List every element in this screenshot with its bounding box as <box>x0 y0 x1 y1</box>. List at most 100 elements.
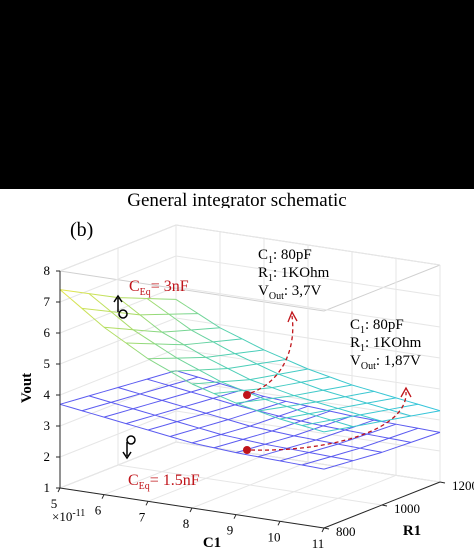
upper-surface-segment <box>268 369 279 374</box>
lower-surface-segment <box>147 379 158 382</box>
upper-surface-segment <box>367 400 382 403</box>
y-tick-label: 1200 <box>452 478 474 493</box>
ceq-label-lower: CEq= 1.5nF <box>128 472 200 492</box>
annotation-base: C <box>258 247 268 263</box>
lower-surface-segment <box>221 435 232 437</box>
x-tick-mark <box>322 528 324 532</box>
annotation-arrow <box>251 316 293 393</box>
lower-surface-segment <box>407 426 418 428</box>
upper-surface-segment <box>162 331 177 332</box>
annotation-line: R1: 1KOhm <box>258 265 330 284</box>
x-tick-mark <box>146 501 148 505</box>
lower-surface-segment <box>166 418 177 421</box>
lower-surface-segment <box>148 430 159 433</box>
lower-surface-segment <box>341 414 352 416</box>
upper-surface-segment <box>220 328 231 334</box>
lower-surface-segment <box>280 436 295 440</box>
upper-surface-segment <box>279 374 290 378</box>
lower-surface-segment <box>338 444 349 446</box>
lower-surface-segment <box>169 386 180 389</box>
lower-surface-segment <box>316 435 331 440</box>
annotation-rest: : 80pF <box>365 317 404 333</box>
lower-surface-segment <box>181 440 192 443</box>
lower-surface-segment <box>367 434 378 436</box>
upper-surface-segment <box>231 333 242 339</box>
lower-surface-segment <box>317 457 332 461</box>
lower-surface-segment <box>140 390 155 394</box>
lower-surface-segment <box>162 400 173 403</box>
upper-surface-segment <box>250 377 265 380</box>
lower-surface-segment <box>330 411 341 413</box>
lower-surface-segment <box>129 391 140 394</box>
upper-surface-segment <box>206 328 221 329</box>
upper-surface-segment <box>312 386 323 390</box>
upper-surface-segment <box>378 406 389 409</box>
upper-surface-segment <box>148 331 163 332</box>
x-tick-mark <box>234 515 236 519</box>
upper-surface-segment <box>280 419 291 422</box>
lower-surface-segment <box>147 375 162 379</box>
upper-surface-segment <box>353 403 368 406</box>
upper-surface-segment <box>286 359 297 364</box>
box-edge <box>324 265 440 311</box>
lower-surface-segment <box>283 433 294 435</box>
lower-surface-segment <box>100 399 111 402</box>
lower-surface-segment <box>254 442 265 444</box>
annotation-marker <box>243 391 251 399</box>
lower-surface-segment <box>104 417 115 420</box>
annotation-rest: : 80pF <box>273 247 312 263</box>
lower-surface-segment <box>213 398 224 401</box>
upper-surface-segment <box>360 412 375 415</box>
upper-surface-segment <box>93 318 104 327</box>
lower-surface-segment <box>320 455 331 457</box>
upper-surface-segment <box>301 382 312 386</box>
upper-surface-segment <box>319 373 330 377</box>
annotation-rest: = 3nF <box>151 278 189 295</box>
lower-surface-segment <box>214 420 229 424</box>
upper-surface-segment <box>214 392 229 393</box>
upper-surface-segment <box>180 322 191 330</box>
y-tick-mark <box>440 482 445 483</box>
lower-surface-segment <box>221 405 236 409</box>
x-tick-label: 10 <box>268 529 281 544</box>
upper-surface-segment <box>147 299 158 307</box>
upper-surface-segment <box>199 370 210 376</box>
lower-surface-segment <box>371 450 382 452</box>
upper-surface-segment <box>187 306 198 313</box>
lower-surface-segment <box>104 413 119 417</box>
y-tick-label: 1000 <box>394 501 420 516</box>
upper-surface-segment <box>221 381 236 382</box>
upper-surface-segment <box>341 381 352 385</box>
x-tick-mark <box>102 495 104 499</box>
upper-surface-segment <box>221 354 236 356</box>
lower-surface-segment <box>290 419 301 421</box>
y-tick-mark <box>382 505 387 506</box>
upper-surface-segment <box>195 351 206 357</box>
upper-surface-segment <box>309 390 324 393</box>
upper-surface-segment <box>217 363 228 369</box>
lower-surface-segment <box>198 377 209 380</box>
lower-surface-segment <box>184 403 199 407</box>
upper-surface-segment <box>338 406 353 409</box>
upper-surface-segment <box>176 299 187 306</box>
grid-lines <box>60 225 440 528</box>
lower-surface-segment <box>400 440 411 442</box>
lower-surface-segment <box>331 457 342 459</box>
upper-surface-segment <box>192 384 203 389</box>
annotation-rest: = 1.5nF <box>150 472 200 489</box>
lower-surface-segment <box>382 447 397 452</box>
upper-surface-segment <box>239 374 250 380</box>
lower-surface-segment <box>302 440 317 444</box>
annotation-rest: : 1KOhm <box>273 265 330 281</box>
lower-surface-segment <box>265 416 280 421</box>
lower-surface-segment <box>342 459 353 461</box>
lower-surface-segment <box>339 461 354 465</box>
lower-surface-segment <box>118 388 129 391</box>
z-tick-label: 4 <box>44 387 51 402</box>
lower-surface-segment <box>429 430 440 432</box>
upper-surface-segment <box>367 403 378 406</box>
z-tick-label: 2 <box>44 449 51 464</box>
x-tick-mark <box>190 508 192 512</box>
lower-surface-segment <box>265 444 276 446</box>
annotation-line: VOut: 3,7V <box>258 283 322 302</box>
